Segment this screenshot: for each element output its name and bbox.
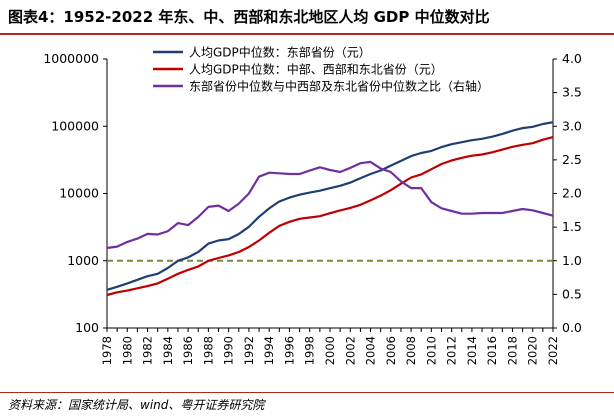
title-divider (0, 33, 614, 35)
x-tick-label: 2014 (465, 336, 479, 365)
right-tick-label: 2.0 (562, 186, 582, 201)
figure-title: 图表4：1952-2022 年东、中、西部和东北地区人均 GDP 中位数对比 (8, 8, 490, 26)
x-tick-label: 2012 (445, 336, 459, 365)
right-tick-label: 3.0 (562, 118, 582, 133)
right-tick-label: 0.5 (562, 286, 582, 301)
legend-label-3: 东部省份中位数与中西部及东北省份中位数之比（右轴） (189, 79, 489, 94)
x-tick-label: 1998 (303, 336, 317, 365)
series-line-2 (106, 136, 554, 297)
x-tick-label: 2018 (505, 336, 519, 365)
x-tick-label: 1990 (222, 336, 236, 365)
legend-label-1: 人均GDP中位数：东部省份（元） (189, 45, 371, 60)
right-tick-label: 4.0 (562, 51, 582, 66)
x-tick-label: 2006 (384, 336, 398, 365)
x-tick-label: 2022 (546, 336, 560, 365)
x-tick-label: 2016 (485, 336, 499, 365)
right-tick-label: 0.0 (562, 320, 582, 335)
x-tick-label: 2010 (424, 336, 438, 365)
left-tick-label: 100000 (51, 118, 99, 133)
right-tick-label: 2.5 (562, 152, 582, 167)
left-tick-label: 10000 (59, 186, 99, 201)
x-tick-label: 1994 (262, 336, 276, 365)
x-tick-label: 1996 (282, 336, 296, 365)
x-tick-label: 2000 (323, 336, 337, 365)
x-tick-label: 1986 (181, 336, 195, 365)
x-tick-label: 1978 (100, 336, 114, 365)
x-tick-label: 1982 (141, 336, 155, 365)
x-tick-label: 2020 (526, 336, 540, 365)
x-tick-label: 2008 (404, 336, 418, 365)
x-tick-label: 2004 (364, 336, 378, 365)
left-tick-label: 100 (75, 320, 99, 335)
x-tick-label: 1992 (242, 336, 256, 365)
right-tick-label: 1.0 (562, 253, 582, 268)
x-tick-label: 1980 (120, 336, 134, 365)
x-tick-label: 1984 (161, 336, 175, 365)
legend-label-2: 人均GDP中位数：中部、西部和东北省份（元） (189, 62, 443, 77)
x-tick-label: 2002 (343, 336, 357, 365)
source-note: 资料来源：国家统计局、wind、粤开证券研究院 (8, 398, 265, 412)
right-tick-label: 1.5 (562, 219, 582, 234)
right-tick-label: 3.5 (562, 85, 582, 100)
chart: 100 1000 10000 100000 1000000 0.0 0.5 1.0 1.5 2.0… (43, 45, 582, 366)
x-tick-label: 1988 (201, 336, 215, 365)
series-line-3 (106, 160, 554, 250)
left-tick-label: 1000000 (43, 51, 99, 66)
series-line-1 (106, 121, 554, 291)
left-tick-label: 1000 (67, 253, 99, 268)
source-divider (0, 392, 614, 393)
